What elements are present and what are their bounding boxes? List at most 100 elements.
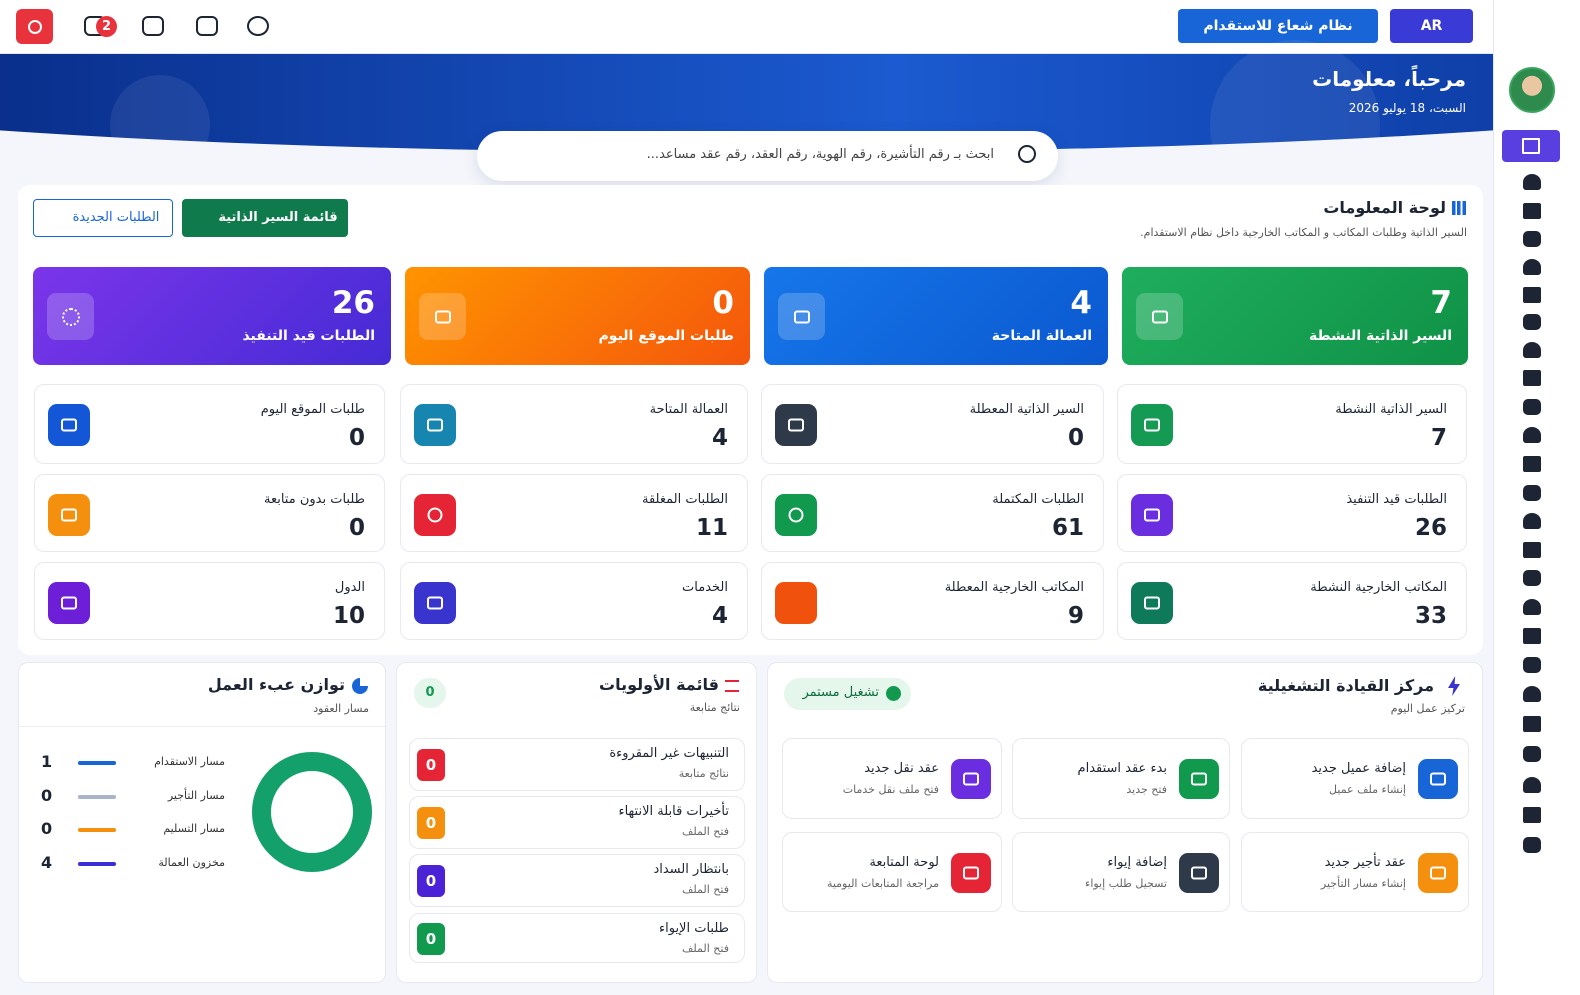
sidebar-item[interactable]: [1523, 370, 1541, 386]
sidebar-item[interactable]: [1523, 399, 1541, 415]
sidebar-item[interactable]: [1523, 203, 1541, 219]
sidebar-item[interactable]: [1523, 837, 1541, 853]
priority-item[interactable]: بانتظار السداد فتح الملف 0: [409, 854, 745, 907]
sidebar-item[interactable]: [1523, 485, 1541, 501]
sidebar-item[interactable]: [1523, 716, 1541, 732]
action-icon: [1179, 853, 1219, 893]
icon-glyph: [1151, 310, 1168, 323]
icon-glyph: [788, 507, 804, 523]
sidebar-item[interactable]: [1523, 231, 1541, 247]
action-card[interactable]: لوحة المتابعة مراجعة المتابعات اليومية: [782, 832, 1002, 912]
action-card[interactable]: بدء عقد استقدام فتح جديد: [1012, 738, 1230, 819]
icon-glyph: [1522, 138, 1540, 154]
action-title: لوحة المتابعة: [869, 855, 939, 870]
sidebar-item[interactable]: [1523, 513, 1541, 529]
stat-card: السير الذاتية النشطة 7: [1117, 384, 1467, 464]
stat-value: 10: [332, 603, 365, 629]
stat-value: 11: [695, 515, 728, 541]
command-panel: مركز القيادة التشغيلية تركيز عمل اليوم تشغ…: [767, 662, 1483, 983]
priorities-panel: قائمة الأولويات نتائج متابعة 0 التنبيهات غي…: [396, 662, 757, 983]
highlight-icon: [778, 293, 825, 340]
highlight-value: 26: [331, 285, 375, 321]
highlight-label: طلبات الموقع اليوم: [598, 328, 734, 344]
priority-item[interactable]: التنبيهات غير المقروءة نتائج متابعة 0: [409, 738, 745, 791]
action-subtitle: فتح جديد: [1126, 783, 1167, 796]
search-box[interactable]: ابحث بـ رقم التأشيرة، رقم الهوية، رقم ال…: [477, 131, 1058, 181]
workload-bar: [78, 861, 116, 866]
priority-subtitle: فتح الملف: [682, 883, 729, 896]
priority-badge: 0: [417, 749, 445, 781]
stat-label: الخدمات: [682, 580, 728, 595]
sidebar-item[interactable]: [1523, 259, 1541, 275]
command-title: مركز القيادة التشغيلية: [1257, 676, 1434, 695]
divider: [19, 726, 387, 727]
priorities-count: 0: [414, 678, 446, 708]
stat-label: العمالة المتاحة: [649, 402, 728, 417]
stat-label: الدول: [334, 580, 365, 595]
hero-title: مرحباً، معلومات: [1312, 67, 1466, 91]
notifications-button[interactable]: [196, 16, 218, 36]
sidebar-item[interactable]: [1523, 657, 1541, 673]
workload-icon: [352, 678, 368, 694]
messages-button[interactable]: [142, 16, 164, 36]
action-card[interactable]: عقد نقل جديد فتح ملف نقل خدمات: [782, 738, 1002, 819]
sidebar-item[interactable]: [1523, 456, 1541, 472]
sidebar-item[interactable]: [1523, 342, 1541, 358]
sidebar-item[interactable]: [1523, 287, 1541, 303]
stat-icon: [775, 404, 817, 446]
action-subtitle: إنشاء ملف عميل: [1329, 783, 1406, 796]
priority-item[interactable]: تأخيرات قابلة الانتهاء فتح الملف 0: [409, 796, 745, 849]
sidebar-item[interactable]: [1523, 174, 1541, 190]
stat-value: 33: [1414, 603, 1447, 629]
workload-donut: [252, 752, 372, 872]
action-card[interactable]: عقد تأجير جديد إنشاء مسار التأجير: [1241, 832, 1469, 912]
dashboard-icon: [1452, 201, 1466, 215]
sidebar-item[interactable]: [1523, 746, 1541, 762]
workload-label: مخزون العمالة: [158, 855, 225, 869]
sidebar-item[interactable]: [1523, 570, 1541, 586]
language-button[interactable]: AR: [1390, 9, 1473, 43]
system-button[interactable]: نظام شعاع للاستقدام: [1178, 9, 1378, 43]
stat-value: 9: [1067, 603, 1084, 629]
priority-item[interactable]: طلبات الإيواء فتح الملف 0: [409, 913, 745, 963]
stat-label: السير الذاتية النشطة: [1335, 402, 1447, 417]
stat-icon: [775, 494, 817, 536]
sidebar-item[interactable]: [1523, 686, 1541, 702]
stat-label: المكاتب الخارجية المعطلة: [944, 580, 1084, 595]
stat-label: الطلبات قيد التنفيذ: [1346, 492, 1447, 507]
stat-value: 4: [711, 603, 728, 629]
stat-icon: [414, 494, 456, 536]
workload-value: 0: [41, 819, 53, 838]
sidebar-active-item[interactable]: [1502, 130, 1560, 162]
action-title: بدء عقد استقدام: [1077, 761, 1167, 776]
workload-bar: [78, 794, 116, 799]
action-card[interactable]: إضافة عميل جديد إنشاء ملف عميل: [1241, 738, 1469, 819]
stat-card: العمالة المتاحة 4: [400, 384, 748, 464]
sidebar-item[interactable]: [1523, 807, 1541, 823]
action-icon: [951, 853, 991, 893]
action-icon: [951, 759, 991, 799]
icon-glyph: [1191, 772, 1207, 786]
sidebar-item[interactable]: [1523, 599, 1541, 615]
stat-icon: [414, 404, 456, 446]
sidebar-item[interactable]: [1523, 777, 1541, 793]
icon-glyph: [61, 418, 77, 432]
action-card[interactable]: إضافة إيواء تسجيل طلب إيواء: [1012, 832, 1230, 912]
status-text: تشغيل مستمر: [802, 685, 879, 700]
logout-button[interactable]: [16, 9, 53, 44]
stat-label: السير الذاتية المعطلة: [969, 402, 1084, 417]
stat-label: طلبات بدون متابعة: [263, 492, 365, 507]
status-pill: تشغيل مستمر: [784, 678, 911, 710]
theme-button[interactable]: [247, 16, 269, 36]
sidebar-item[interactable]: [1523, 314, 1541, 330]
cv-list-button[interactable]: قائمة السير الذاتية: [182, 199, 348, 237]
sidebar-item[interactable]: [1523, 542, 1541, 558]
sidebar-item[interactable]: [1523, 427, 1541, 443]
workload-title: توازن عبء العمل: [207, 675, 345, 694]
stat-label: الطلبات المكتملة: [992, 492, 1084, 507]
new-requests-button[interactable]: الطلبات الجديدة: [33, 199, 173, 237]
workload-subtitle: مسار العقود: [313, 702, 369, 715]
priority-subtitle: نتائج متابعة: [678, 767, 729, 780]
sidebar-item[interactable]: [1523, 628, 1541, 644]
icon-glyph: [1144, 418, 1160, 432]
